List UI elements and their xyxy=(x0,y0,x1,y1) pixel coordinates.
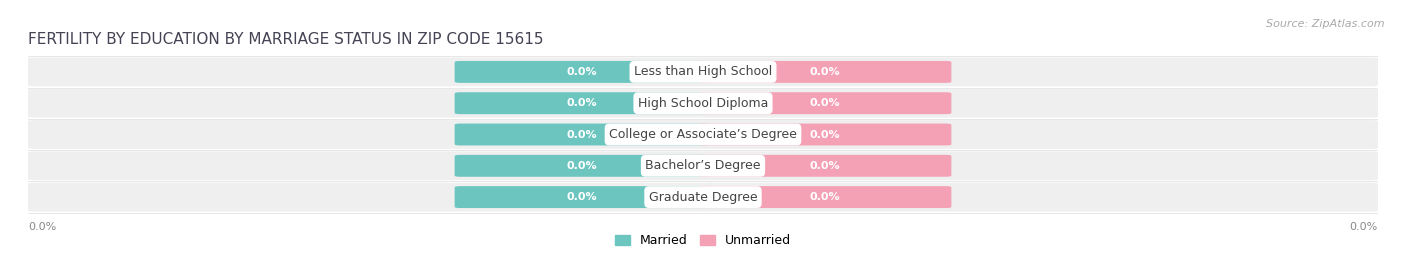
Text: 0.0%: 0.0% xyxy=(567,161,596,171)
Text: Less than High School: Less than High School xyxy=(634,65,772,78)
Text: 0.0%: 0.0% xyxy=(28,221,56,232)
FancyBboxPatch shape xyxy=(697,123,952,146)
FancyBboxPatch shape xyxy=(27,89,1379,118)
FancyBboxPatch shape xyxy=(697,61,952,83)
FancyBboxPatch shape xyxy=(454,186,709,208)
Text: College or Associate’s Degree: College or Associate’s Degree xyxy=(609,128,797,141)
Text: 0.0%: 0.0% xyxy=(1350,221,1378,232)
Text: 0.0%: 0.0% xyxy=(810,192,839,202)
FancyBboxPatch shape xyxy=(697,186,952,208)
FancyBboxPatch shape xyxy=(27,120,1379,149)
Text: 0.0%: 0.0% xyxy=(810,129,839,140)
FancyBboxPatch shape xyxy=(697,92,952,114)
FancyBboxPatch shape xyxy=(27,183,1379,211)
FancyBboxPatch shape xyxy=(454,123,709,146)
Text: 0.0%: 0.0% xyxy=(567,192,596,202)
Text: Source: ZipAtlas.com: Source: ZipAtlas.com xyxy=(1267,19,1385,29)
FancyBboxPatch shape xyxy=(27,151,1379,180)
Text: 0.0%: 0.0% xyxy=(567,129,596,140)
Text: Graduate Degree: Graduate Degree xyxy=(648,191,758,204)
FancyBboxPatch shape xyxy=(454,61,709,83)
Text: 0.0%: 0.0% xyxy=(810,67,839,77)
FancyBboxPatch shape xyxy=(454,92,709,114)
Text: Bachelor’s Degree: Bachelor’s Degree xyxy=(645,159,761,172)
Text: 0.0%: 0.0% xyxy=(810,161,839,171)
Text: High School Diploma: High School Diploma xyxy=(638,97,768,110)
Text: 0.0%: 0.0% xyxy=(567,98,596,108)
Text: 0.0%: 0.0% xyxy=(810,98,839,108)
FancyBboxPatch shape xyxy=(454,155,709,177)
Legend: Married, Unmarried: Married, Unmarried xyxy=(610,229,796,252)
FancyBboxPatch shape xyxy=(697,155,952,177)
FancyBboxPatch shape xyxy=(27,58,1379,86)
Text: 0.0%: 0.0% xyxy=(567,67,596,77)
Text: FERTILITY BY EDUCATION BY MARRIAGE STATUS IN ZIP CODE 15615: FERTILITY BY EDUCATION BY MARRIAGE STATU… xyxy=(28,32,544,47)
